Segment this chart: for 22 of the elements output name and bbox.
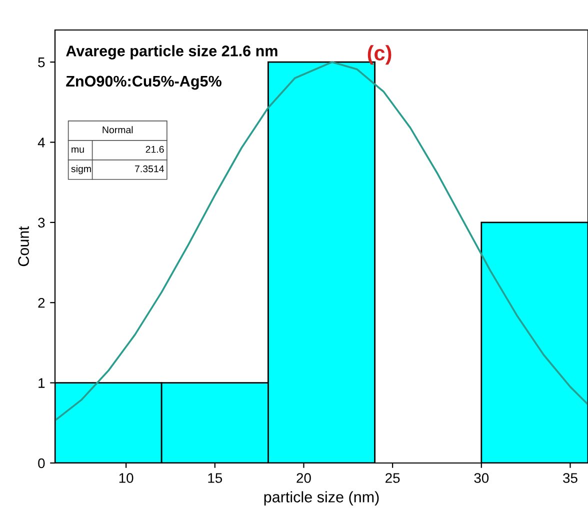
x-tick-label: 10 <box>119 473 134 483</box>
x-tick-label: 15 <box>208 473 222 483</box>
annotation: ZnO90%:Cu5%-Ag5% <box>66 76 222 90</box>
annotation: 7.3514 <box>135 165 164 172</box>
annotation: Avarege particle size 21.6 nm <box>66 45 278 60</box>
annotation: mu <box>72 147 84 153</box>
y-tick-label: 1 <box>38 378 45 388</box>
x-axis-title: particle size (nm) <box>264 491 379 506</box>
annotation: (c) <box>368 45 392 65</box>
x-tick-label: 25 <box>386 473 400 483</box>
annotation: 21.6 <box>146 146 164 153</box>
y-axis-title: Count <box>18 226 29 266</box>
y-tick-label: 0 <box>38 458 45 468</box>
y-tick-label: 3 <box>38 218 45 228</box>
x-tick-label: 20 <box>296 473 311 483</box>
annotation: Normal <box>102 126 133 134</box>
x-tick-label: 35 <box>563 473 578 483</box>
y-tick-label: 2 <box>38 298 45 308</box>
y-tick-label: 5 <box>38 58 45 68</box>
y-tick-label: 4 <box>38 138 45 148</box>
annotation: sigm <box>71 165 91 174</box>
x-tick-label: 30 <box>474 473 489 483</box>
